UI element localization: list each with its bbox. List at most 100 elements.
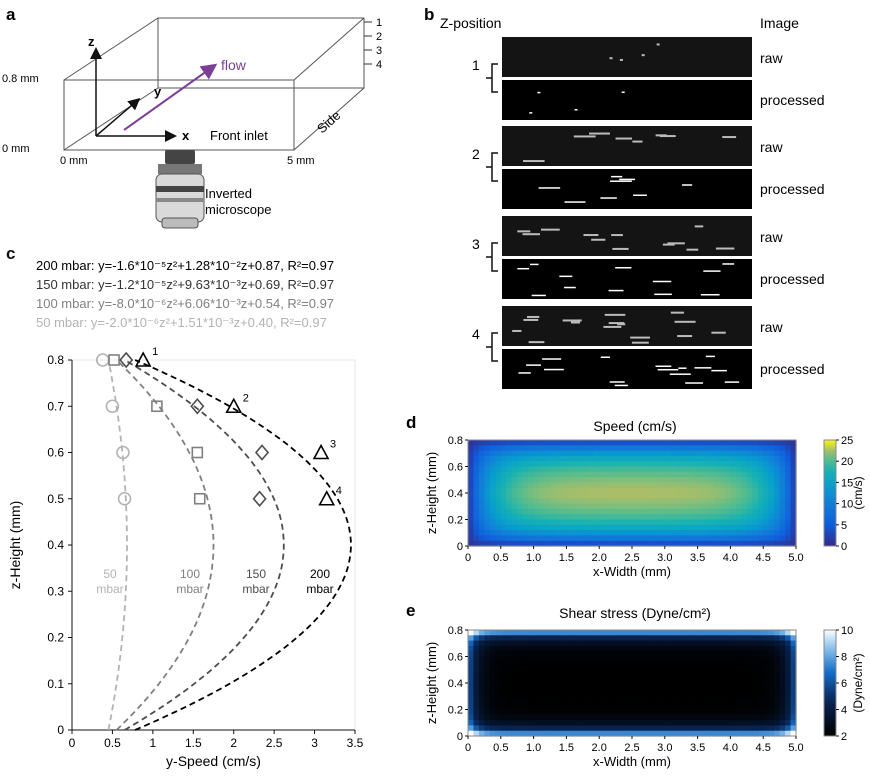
processed-streak <box>703 270 721 272</box>
heatmap-cell <box>648 714 655 721</box>
heatmap-cell <box>735 508 742 515</box>
heatmap-cell <box>577 720 584 726</box>
heatmap-cell <box>746 535 753 542</box>
heatmap-cell <box>642 535 649 542</box>
heatmap-cell <box>577 498 584 505</box>
heatmap-cell <box>500 514 507 521</box>
heatmap-cell <box>517 524 524 531</box>
heatmap-cell <box>582 535 589 542</box>
heatmap-cell <box>500 672 507 679</box>
heatmap-cell <box>735 683 742 689</box>
heatmap-cell <box>468 540 475 547</box>
heatmap-cell <box>648 445 655 452</box>
heatmap-cell <box>539 635 546 642</box>
heatmap-cell <box>528 645 535 652</box>
heatmap-cell <box>533 677 540 684</box>
heatmap-cell <box>550 698 557 705</box>
heatmap-cell <box>533 498 540 505</box>
heatmap-cell <box>752 482 759 489</box>
heatmap-cell <box>484 445 491 452</box>
x-tick-label: 0 <box>465 742 471 754</box>
heatmap-cell <box>582 487 589 494</box>
raw-streak <box>603 325 622 328</box>
heatmap-cell <box>752 635 759 642</box>
heatmap-cell <box>473 693 480 700</box>
y-tick-label: 0 <box>57 723 64 737</box>
heatmap-cell <box>522 455 529 462</box>
heatmap-cell <box>621 645 628 652</box>
heatmap-cell <box>724 630 731 636</box>
y-tick-label: 0.8 <box>47 353 64 367</box>
heatmap-cell <box>539 683 546 689</box>
heatmap-cell <box>741 471 748 478</box>
heatmap-cell <box>714 487 721 494</box>
heatmap-cell <box>566 720 573 726</box>
heatmap-cell <box>714 645 721 652</box>
heatmap-cell <box>686 508 693 515</box>
heatmap-cell <box>714 698 721 705</box>
heatmap-cell <box>664 630 671 636</box>
heatmap-cell <box>626 503 633 510</box>
heatmap-cell <box>763 440 770 446</box>
heatmap-cell <box>774 477 781 483</box>
heatmap-cell <box>730 498 737 505</box>
heatmap-cell <box>500 445 507 452</box>
heatmap-cell <box>752 524 759 531</box>
heatmap-cell <box>653 450 660 457</box>
heatmap-cell <box>785 482 792 489</box>
heatmap-cell <box>659 535 666 542</box>
heatmap-cell <box>582 714 589 721</box>
heatmap-cell <box>763 683 770 689</box>
heatmap-cell <box>593 704 600 711</box>
heatmap-cell <box>626 440 633 446</box>
heatmap-cell <box>615 651 622 658</box>
heatmap-cell <box>522 461 529 468</box>
heatmap-cell <box>593 714 600 721</box>
heatmap-cell <box>642 440 649 446</box>
heatmap-cell <box>473 477 480 483</box>
heatmap-cell <box>648 683 655 689</box>
heatmap-cell <box>495 519 502 526</box>
heatmap-cell <box>664 730 671 737</box>
heatmap-cell <box>692 514 699 521</box>
heatmap-cell <box>528 677 535 684</box>
heatmap-cell <box>779 508 786 515</box>
heatmap-cell <box>692 693 699 700</box>
heatmap-cell <box>604 503 611 510</box>
heatmap-cell <box>506 482 513 489</box>
heatmap-cell <box>550 683 557 689</box>
heatmap-cell <box>571 440 578 446</box>
heatmap-cell <box>653 461 660 468</box>
heatmap-cell <box>544 493 551 499</box>
heatmap-cell <box>593 677 600 684</box>
heatmap-cell <box>779 677 786 684</box>
heatmap-cell <box>741 477 748 483</box>
heatmap-cell <box>681 693 688 700</box>
heatmap-cell <box>714 704 721 711</box>
heatmap-cell <box>550 450 557 457</box>
heatmap-cell <box>604 651 611 658</box>
heatmap-cell <box>473 519 480 526</box>
heatmap-cell <box>648 493 655 499</box>
heatmap-cell <box>790 482 797 489</box>
heatmap-cell <box>724 461 731 468</box>
heatmap-cell <box>703 508 710 515</box>
heatmap-cell <box>571 487 578 494</box>
heatmap-cell <box>686 677 693 684</box>
heatmap-cell <box>555 720 562 726</box>
heatmap-cell <box>664 471 671 478</box>
heatmap-cell <box>555 455 562 462</box>
data-point <box>151 400 163 413</box>
heatmap-cell <box>703 661 710 668</box>
heatmap-cell <box>588 720 595 726</box>
heatmap-cell <box>697 540 704 547</box>
heatmap-cell <box>522 635 529 642</box>
heatmap-cell <box>621 535 628 542</box>
heatmap-cell <box>626 645 633 652</box>
heatmap-cell <box>478 540 485 547</box>
heatmap-cell <box>741 466 748 473</box>
heatmap-cell <box>790 667 797 673</box>
heatmap-cell <box>714 535 721 542</box>
heatmap-cell <box>637 698 644 705</box>
heatmap-cell <box>599 471 606 478</box>
